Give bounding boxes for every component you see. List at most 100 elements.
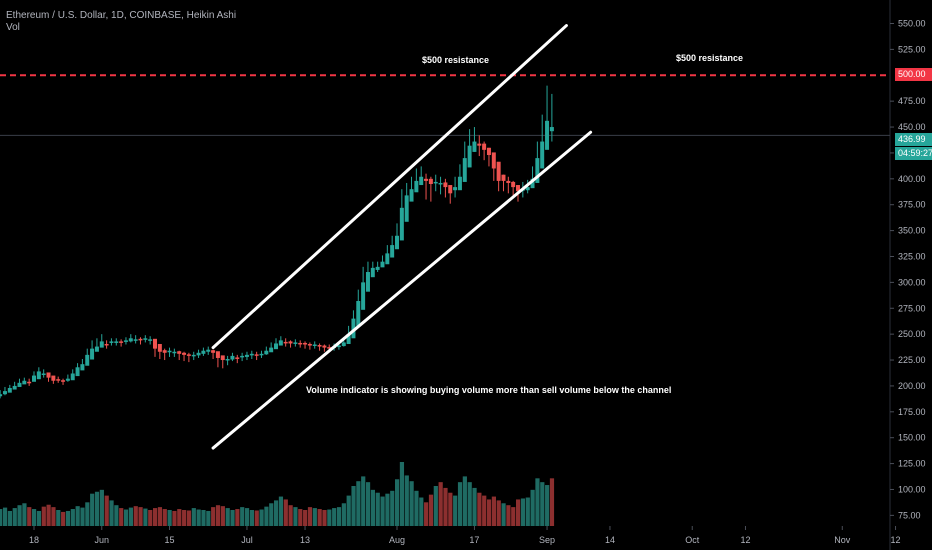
volume-bar xyxy=(12,508,17,526)
volume-indicator-label: Vol xyxy=(6,22,20,33)
volume-bar xyxy=(332,508,337,526)
volume-bar xyxy=(240,507,245,526)
candle-body xyxy=(433,181,438,184)
volume-bar xyxy=(32,509,37,526)
candle-body xyxy=(443,182,448,188)
volume-bar xyxy=(540,482,545,526)
volume-bar xyxy=(99,489,104,526)
time-tick-label: Aug xyxy=(389,535,405,545)
candle-body xyxy=(230,355,235,360)
volume-bar xyxy=(70,509,75,526)
candle-body xyxy=(424,178,429,181)
volume-bar xyxy=(133,506,138,526)
candle-body xyxy=(138,338,143,341)
candle-body xyxy=(322,345,327,348)
candle-body xyxy=(119,341,124,343)
volume-bar xyxy=(264,506,269,526)
candle-body xyxy=(80,364,85,371)
candle-body xyxy=(540,141,545,169)
candle-body xyxy=(114,341,119,343)
price-tick-label: 200.00 xyxy=(898,381,926,391)
candle-body xyxy=(428,178,433,185)
resistance-annotation-left: $500 resistance xyxy=(422,55,490,65)
volume-bar xyxy=(443,487,448,526)
candle-body xyxy=(477,143,482,146)
volume-bar xyxy=(404,475,409,526)
volume-bar xyxy=(56,510,61,526)
volume-bar xyxy=(153,508,158,526)
candle-body xyxy=(177,351,182,354)
time-tick-label: Jul xyxy=(241,535,253,545)
candle-body xyxy=(545,120,550,150)
candle-body xyxy=(46,372,51,378)
volume-bar xyxy=(549,478,555,526)
volume-bar xyxy=(288,505,293,526)
volume-bar xyxy=(206,510,211,526)
time-tick-label: 12 xyxy=(891,535,901,545)
candle-body xyxy=(327,347,332,349)
volume-bar xyxy=(230,510,235,526)
volume-bar xyxy=(143,508,148,526)
candle-body xyxy=(549,127,554,132)
price-tick-label: 175.00 xyxy=(898,407,926,417)
volume-bar xyxy=(235,509,240,526)
candle-body xyxy=(211,350,216,353)
volume-bar xyxy=(36,510,42,526)
candle-body xyxy=(462,158,467,182)
volume-bar xyxy=(365,482,371,526)
volume-bar xyxy=(0,509,3,526)
candle-body xyxy=(104,343,109,346)
volume-bar xyxy=(167,510,172,526)
candle-body xyxy=(99,341,104,348)
volume-bar xyxy=(390,490,395,526)
candle-body xyxy=(283,341,288,344)
time-tick-label: Sep xyxy=(539,535,555,545)
candle-body xyxy=(75,367,80,377)
volume-bar xyxy=(191,508,196,526)
volume-bar xyxy=(211,507,216,526)
candle-body xyxy=(182,352,187,355)
candle-body xyxy=(41,373,46,375)
candle-body xyxy=(346,334,351,344)
candle-body xyxy=(472,141,477,152)
volume-bar xyxy=(506,505,511,526)
bar-countdown-tag: 04:59:27 xyxy=(895,147,932,160)
volume-bar xyxy=(123,509,129,526)
volume-bar xyxy=(65,510,71,526)
volume-bar xyxy=(525,497,530,526)
time-tick-label: 17 xyxy=(469,535,479,545)
volume-bar xyxy=(516,499,521,526)
volume-bar xyxy=(249,510,254,526)
volume-bar xyxy=(148,510,153,526)
volume-bar xyxy=(128,507,133,526)
candle-body xyxy=(482,143,487,150)
volume-bar xyxy=(486,499,492,526)
volume-bar xyxy=(157,507,163,526)
volume-bar xyxy=(7,510,12,526)
price-tick-label: 100.00 xyxy=(898,484,926,494)
volume-bar xyxy=(477,492,482,526)
volume-bar xyxy=(75,506,80,526)
candle-body xyxy=(17,382,22,387)
candle-body xyxy=(61,380,66,382)
candle-body xyxy=(167,350,172,353)
candle-body xyxy=(496,161,501,181)
price-tick-label: 525.00 xyxy=(898,44,926,54)
volume-bar xyxy=(186,510,192,526)
candle-body xyxy=(235,357,240,359)
volume-bar xyxy=(535,478,540,526)
volume-annotation: Volume indicator is showing buying volum… xyxy=(306,385,672,395)
candle-body xyxy=(153,338,157,349)
candle-body xyxy=(530,178,535,189)
volume-bar xyxy=(385,493,390,526)
volume-bar xyxy=(303,510,308,526)
candle-body xyxy=(264,350,269,355)
candle-body xyxy=(361,282,366,310)
candle-body xyxy=(128,338,133,342)
resistance-price-tag: 500.00 xyxy=(895,68,932,81)
volume-bar xyxy=(395,479,400,526)
candle-body xyxy=(336,345,341,348)
volume-bar xyxy=(467,482,472,526)
price-tick-label: 125.00 xyxy=(898,459,926,469)
